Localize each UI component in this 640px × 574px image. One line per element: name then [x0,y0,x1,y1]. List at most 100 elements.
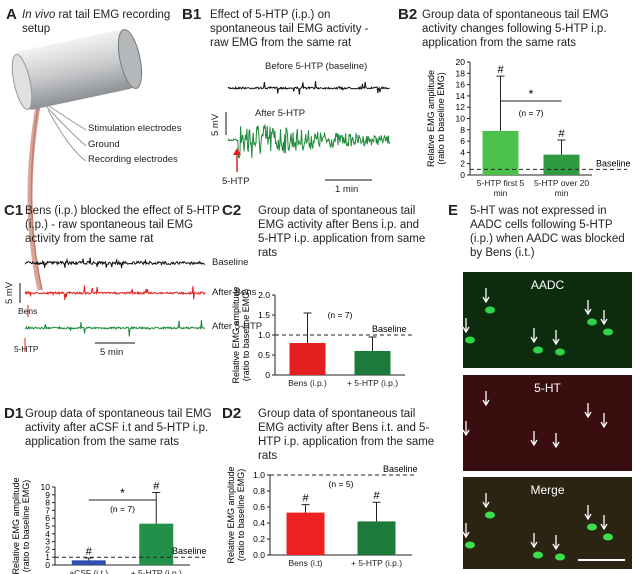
y-tick-label: 2 [460,159,465,169]
y-axis-label: Relative EMG amplitude [231,286,241,383]
sample-size: (n = 5) [329,479,354,489]
panel-title: Group data of spontaneous tail EMG activ… [25,408,212,448]
significance-mark: # [302,493,309,505]
panel-title: 5-HT was not expressed in AADC cells fol… [470,205,625,259]
panel-title: Group data of spontaneous tail EMG activ… [258,408,435,462]
y-axis-label: (ratio to baseline EMG) [21,480,31,573]
error-bar [301,504,310,513]
x-tick-label: + 5-HTP (i.p.) [346,378,399,388]
arrow [482,391,490,407]
image-label: 5-HT [534,381,561,395]
panel-title: Group data of spontaneous tail EMG activ… [258,205,426,259]
drug-label: Bens [18,306,38,316]
y-tick-label: 8 [45,498,50,508]
error-bar [303,312,312,343]
arrow [530,328,538,344]
panel-label: C2 [222,202,242,219]
y-tick-label: 2.0 [258,290,270,300]
x-tick-label: + 5-HTP (i.p.) [130,568,182,574]
panel-title: In vivo rat tail EMG recording setup [22,8,172,36]
cell [533,551,543,559]
cell [603,533,613,541]
trace-label: Baseline [212,257,249,268]
baseline-label: Baseline [383,464,418,474]
x-tick-label: aCSF (i.t.) [69,568,109,574]
comparison-mark: * [120,486,125,500]
y-tick-label: 0.8 [253,486,265,496]
y-tick-label: 2 [45,544,50,554]
arrow [462,523,470,539]
y-tick-label: 0 [265,370,270,380]
y-tick-label: 1.0 [253,470,265,480]
cell [555,553,565,561]
recording-setup-illustration [11,29,143,291]
cell [485,511,495,519]
y-tick-label: 8 [460,125,465,135]
arrow [584,505,592,521]
y-axis-label: Relative EMG amplitude [226,466,236,563]
arrow [482,493,490,509]
panel-title: Effect of 5-HTP (i.p.) on spontaneous ta… [210,9,369,49]
y-tick-label: 0.6 [253,502,265,512]
arrow [552,330,560,346]
title-italic: In vivo [22,9,56,21]
baseline-label: Baseline [372,324,407,334]
y-axis-label: (ratio to baseline EMG) [236,469,246,562]
y-tick-label: 0.2 [253,534,265,544]
trace-label: Before 5-HTP (baseline) [265,61,368,72]
c1-traces [19,257,206,352]
bar [286,512,325,555]
scale-label: 1 min [335,184,359,195]
y-tick-label: 10 [456,114,466,124]
sample-size: (n = 7) [519,108,544,118]
y-tick-label: 1 [45,552,50,562]
x-tick-label: 5-HTP over 20 min [533,178,590,198]
y-tick-label: 12 [456,102,466,112]
bar [139,523,174,565]
y-tick-label: 6 [45,513,50,523]
arrow [600,515,608,531]
bar [71,560,106,565]
setup-label: Stimulation electrodes [88,123,182,134]
arrow [584,300,592,316]
bar [357,521,396,555]
image-label: AADC [530,278,565,292]
panel-label: D2 [222,405,242,422]
panel-label: A [6,6,17,23]
b1-traces [225,81,391,181]
y-tick-label: 16 [456,80,466,90]
y-tick-label: 3 [45,537,50,547]
significance-mark: # [373,490,380,502]
image-label: Merge [530,483,565,497]
y-tick-label: 0.5 [258,350,270,360]
bar [289,343,326,375]
x-tick-label: 5-HTP first 5 min [476,178,525,198]
error-bar [557,139,566,155]
cell [533,346,543,354]
bar [354,351,391,375]
y-tick-label: 5 [45,521,50,531]
arrow [600,310,608,326]
y-tick-label: 14 [456,91,466,101]
arrow [462,421,470,437]
cell [485,306,495,314]
y-axis-label: (ratio to baseline EMG) [241,289,251,382]
panel-label: B2 [398,6,418,23]
y-tick-label: 1.5 [258,310,270,320]
baseline-label: Baseline [172,546,207,556]
drug-label: 5-HTP [14,344,39,354]
x-tick-label: Bens (i.t) [288,558,323,568]
arrow [462,318,470,334]
panel-label: B1 [182,6,202,23]
error-bar [372,501,381,522]
sample-size: (n = 7) [328,310,353,320]
significance-mark: # [497,64,504,76]
arrow [552,535,560,551]
arrow [530,431,538,447]
scale-label: 5 mV [4,281,15,304]
setup-label: Ground [88,139,120,150]
significance-mark: # [86,546,93,558]
panel-label: D1 [4,405,24,422]
